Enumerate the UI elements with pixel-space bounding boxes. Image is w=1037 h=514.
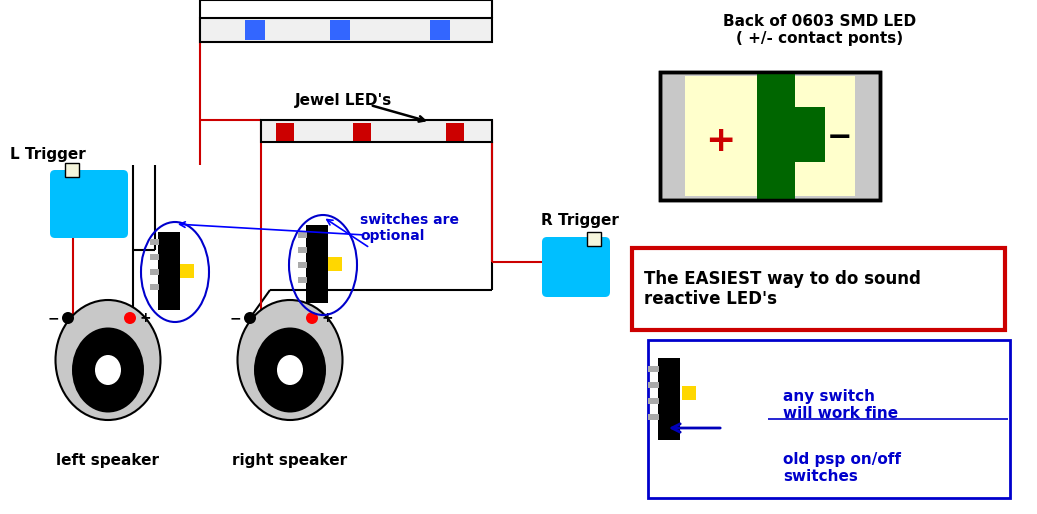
Ellipse shape [56,300,161,420]
Bar [150,239,159,245]
Bar [330,20,351,40]
Ellipse shape [95,355,121,385]
Text: +: + [139,311,150,325]
Bar [200,18,492,42]
Text: +: + [321,311,333,325]
Bar [648,340,1010,498]
Bar [685,76,757,196]
Bar [757,107,825,162]
Bar [150,254,159,260]
Text: switches are
optional: switches are optional [360,213,459,243]
Ellipse shape [254,327,326,413]
Ellipse shape [277,355,303,385]
Bar [446,123,464,141]
Bar [648,414,658,420]
Text: left speaker: left speaker [56,452,160,468]
Bar [648,382,658,388]
Bar [353,123,371,141]
FancyBboxPatch shape [542,237,610,297]
Bar [682,386,696,400]
Bar [180,264,194,278]
Text: right speaker: right speaker [232,452,347,468]
Text: Back of 0603 SMD LED
( +/- contact ponts): Back of 0603 SMD LED ( +/- contact ponts… [724,14,917,46]
Bar [306,225,328,303]
Text: Jewel LED's: Jewel LED's [295,93,392,107]
Ellipse shape [244,312,256,324]
Text: +: + [705,124,735,158]
Bar [790,76,854,196]
Bar [648,398,658,404]
FancyBboxPatch shape [50,170,128,238]
Text: −: − [48,311,59,325]
Bar [276,123,295,141]
Text: −: − [828,123,852,153]
Bar [587,232,601,246]
Text: The EASIEST way to do sound
reactive LED's: The EASIEST way to do sound reactive LED… [644,270,921,308]
Ellipse shape [124,312,136,324]
Bar [298,247,307,253]
Text: old psp on/off
switches: old psp on/off switches [783,452,901,484]
Bar [261,120,492,142]
Bar [65,163,79,177]
Text: L Trigger: L Trigger [10,148,86,162]
Bar [298,277,307,283]
Bar [658,358,680,440]
Bar [660,72,880,200]
Text: any switch
will work fine: any switch will work fine [783,389,898,421]
Bar [757,72,795,200]
Bar [158,232,180,310]
Bar [298,262,307,268]
Bar [648,366,658,372]
Bar [150,284,159,290]
Ellipse shape [72,327,144,413]
Ellipse shape [62,312,74,324]
Text: −: − [229,311,241,325]
Bar [328,257,342,271]
Bar [245,20,265,40]
Bar [150,269,159,275]
Text: R Trigger: R Trigger [541,212,619,228]
Ellipse shape [237,300,342,420]
Bar [632,248,1005,330]
Bar [298,232,307,238]
Bar [660,72,880,200]
Ellipse shape [306,312,318,324]
Bar [430,20,450,40]
